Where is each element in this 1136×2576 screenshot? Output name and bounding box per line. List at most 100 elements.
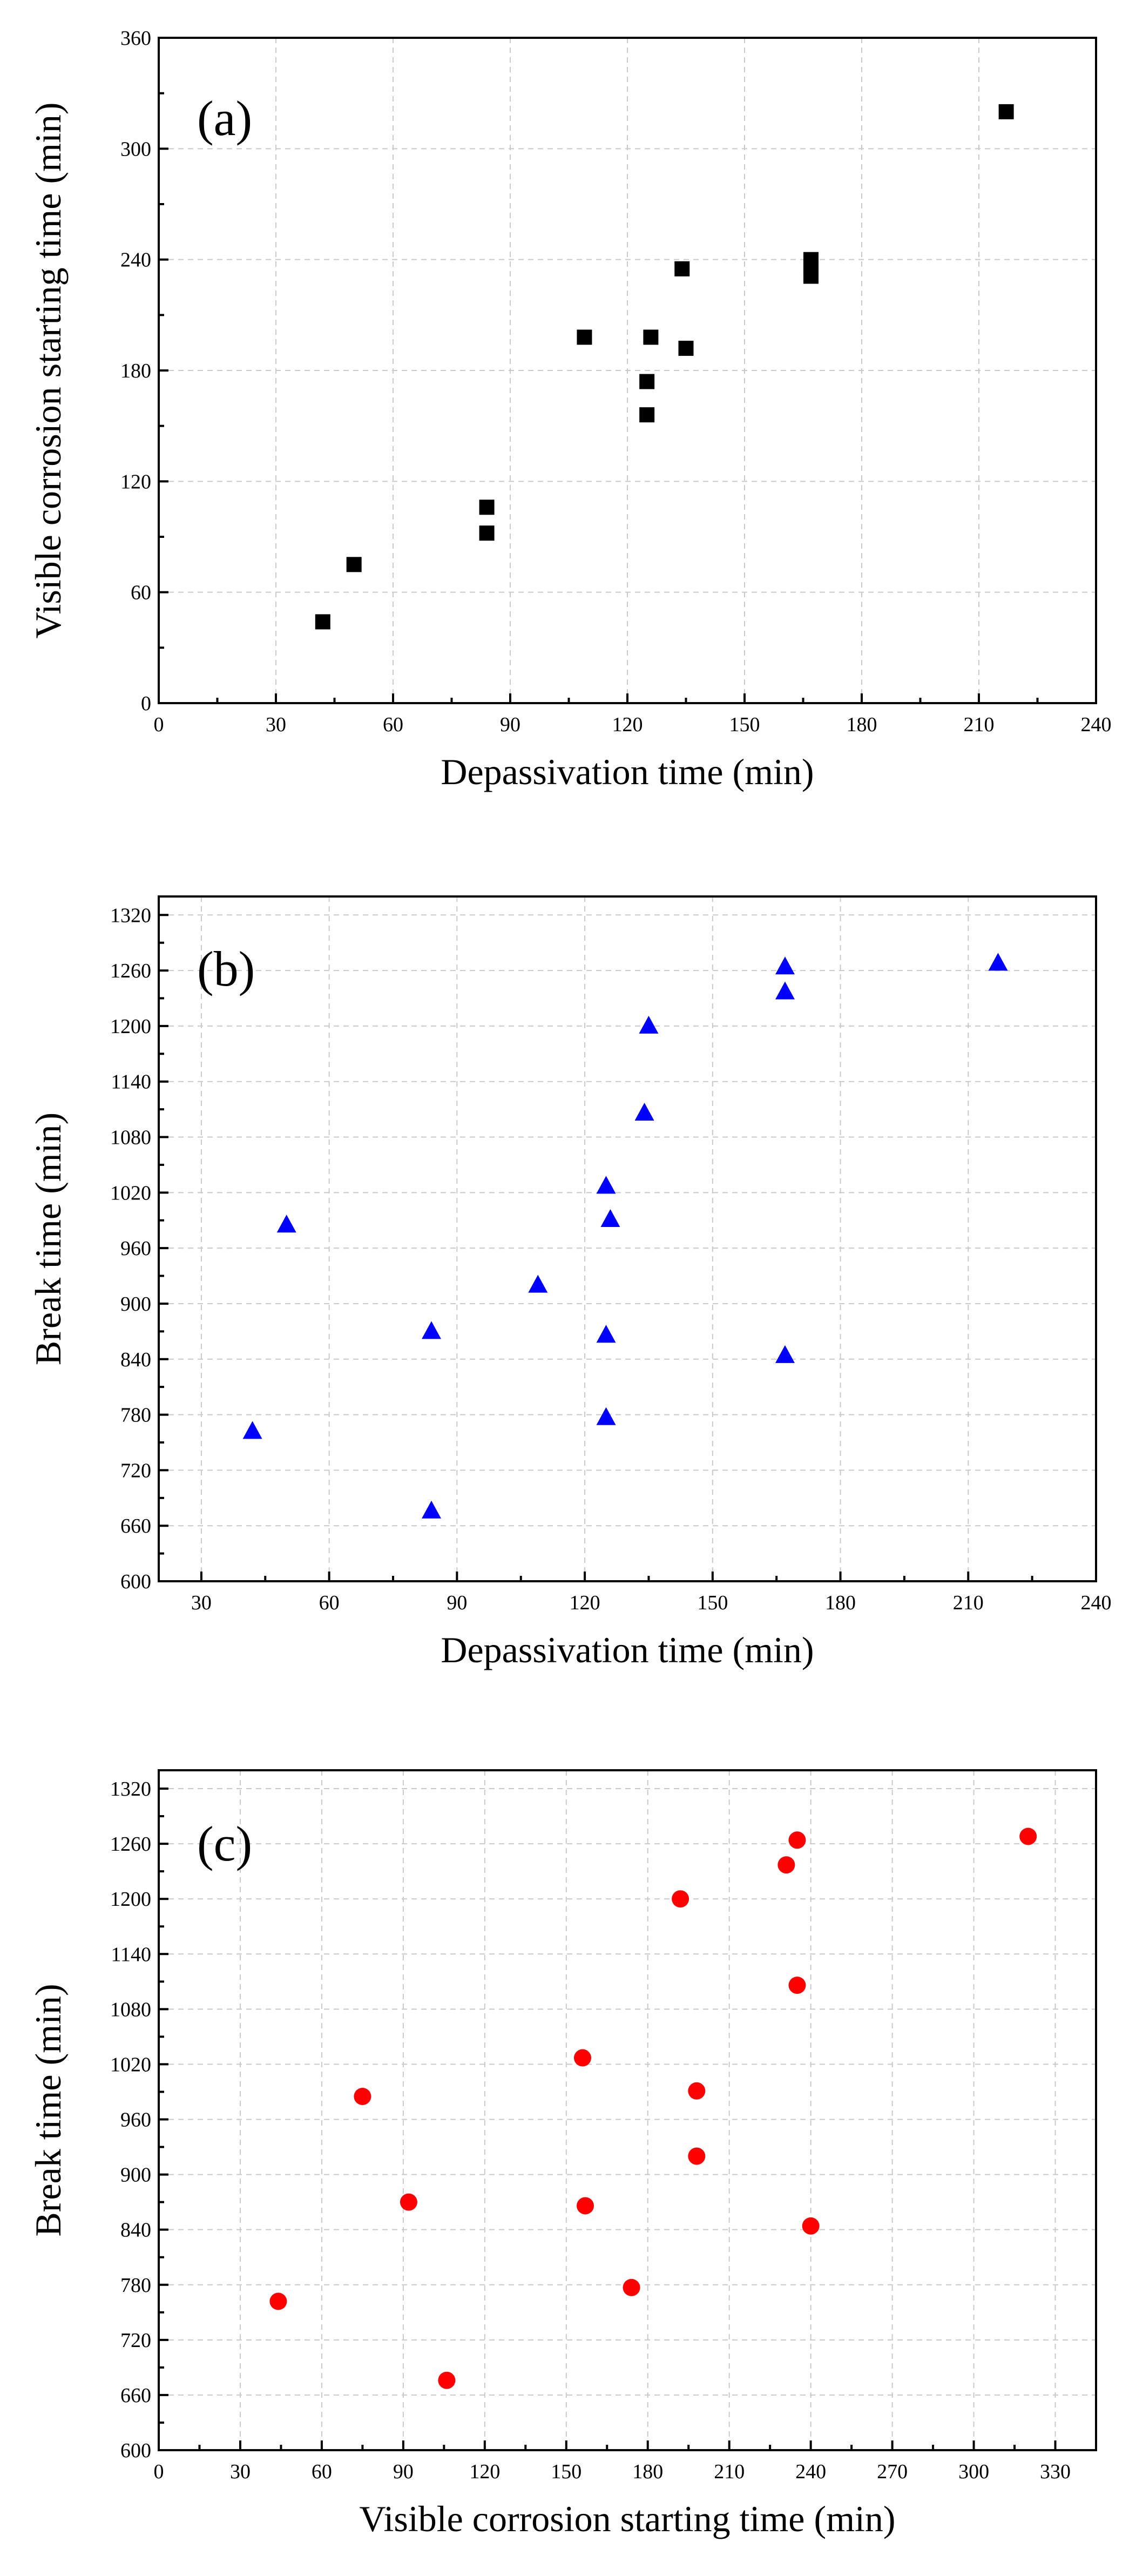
data-point-square <box>577 329 592 345</box>
data-point-circle <box>400 2193 417 2211</box>
y-tick-label: 1140 <box>111 1071 151 1094</box>
data-point-square <box>803 252 819 267</box>
y-axis-title: Break time (min) <box>28 1984 69 2236</box>
x-axis-title: Depassivation time (min) <box>441 751 814 792</box>
data-point-circle <box>438 2371 456 2389</box>
panel-label: (c) <box>197 1816 252 1871</box>
y-tick-label: 600 <box>120 1570 151 1593</box>
x-tick-label: 30 <box>230 2460 251 2483</box>
data-point-square <box>678 340 694 356</box>
x-tick-label: 240 <box>1081 1592 1112 1614</box>
y-tick-label: 780 <box>120 2274 151 2297</box>
data-point-triangle <box>596 1176 616 1194</box>
data-point-circle <box>573 2049 591 2067</box>
x-tick-label: 210 <box>953 1592 984 1614</box>
y-tick-label: 300 <box>120 138 151 160</box>
data-point-circle <box>354 2087 371 2105</box>
data-point-circle <box>623 2278 640 2296</box>
data-point-circle <box>672 1890 689 1908</box>
x-tick-label: 120 <box>469 2460 500 2483</box>
x-tick-label: 90 <box>447 1592 467 1614</box>
y-tick-label: 840 <box>120 1348 151 1371</box>
data-point-square <box>674 261 690 277</box>
x-tick-label: 180 <box>825 1592 856 1614</box>
y-tick-label: 780 <box>120 1404 151 1427</box>
x-tick-label: 210 <box>714 2460 745 2483</box>
data-point-square <box>998 104 1014 119</box>
x-tick-label: 270 <box>877 2460 908 2483</box>
data-point-circle <box>577 2197 594 2215</box>
panel-b: 30 60 90 120 150 180 210 240 600 660 720 780 840 900 9… <box>28 895 1112 1670</box>
x-axis-title: Depassivation time (min) <box>441 1629 814 1670</box>
y-tick-label: 0 <box>141 692 151 715</box>
data-point-square <box>643 329 659 345</box>
panel-label: (b) <box>197 941 255 996</box>
data-point-circle <box>802 2217 820 2235</box>
x-tick-label: 240 <box>795 2460 826 2483</box>
x-tick-label: 300 <box>958 2460 989 2483</box>
data-point-triangle <box>242 1421 262 1439</box>
y-tick-label: 360 <box>120 27 151 50</box>
data-point-circle <box>777 1856 795 1874</box>
data-point-triangle <box>988 953 1008 971</box>
data-point-triangle <box>596 1325 616 1343</box>
data-point-triangle <box>600 1209 620 1228</box>
data-point-square <box>346 557 362 572</box>
x-tick-label: 180 <box>632 2460 663 2483</box>
y-tick-label: 1080 <box>110 1998 151 2021</box>
data-point-circle <box>688 2147 706 2165</box>
y-tick-label: 660 <box>120 2384 151 2407</box>
y-tick-label: 60 <box>131 582 151 604</box>
x-tick-label: 120 <box>570 1592 600 1614</box>
y-tick-label: 1200 <box>110 1888 151 1911</box>
x-tick-label: 180 <box>847 713 877 736</box>
x-tick-label: 0 <box>154 2460 164 2483</box>
y-tick-label: 240 <box>120 249 151 272</box>
y-tick-label: 840 <box>120 2219 151 2242</box>
plot-frame <box>158 1769 1097 2451</box>
y-tick-label: 1320 <box>110 1778 151 1800</box>
data-point-square <box>315 614 330 630</box>
y-axis-title: Visible corrosion starting time (min) <box>28 102 69 638</box>
x-tick-label: 90 <box>500 713 520 736</box>
plot-frame <box>158 895 1097 1582</box>
data-point-triangle <box>775 981 795 1000</box>
data-point-triangle <box>422 1321 442 1339</box>
y-tick-label: 1260 <box>110 1833 151 1856</box>
y-tick-label: 1140 <box>111 1943 151 1966</box>
y-tick-label: 720 <box>120 2329 151 2352</box>
y-axis-title: Break time (min) <box>28 1112 69 1365</box>
x-tick-label: 60 <box>312 2460 332 2483</box>
data-point-square <box>639 407 655 423</box>
y-tick-label: 1080 <box>110 1127 151 1149</box>
data-point-circle <box>688 2082 706 2100</box>
data-point-triangle <box>775 1345 795 1363</box>
y-tick-label: 1020 <box>110 1182 151 1204</box>
data-point-triangle <box>276 1215 296 1233</box>
y-tick-label: 600 <box>120 2439 151 2462</box>
panel-c: 0 30 60 90 120 150 180 210 240 270 300 330 600 660 720… <box>28 1769 1097 2539</box>
data-point-circle <box>788 1831 806 1849</box>
x-tick-label: 240 <box>1081 713 1112 736</box>
x-tick-label: 210 <box>964 713 995 736</box>
x-tick-label: 90 <box>393 2460 414 2483</box>
data-point-square <box>479 500 495 515</box>
data-point-triangle <box>634 1102 654 1121</box>
data-point-triangle <box>528 1274 548 1293</box>
x-tick-label: 150 <box>697 1592 728 1614</box>
x-tick-label: 0 <box>154 713 164 736</box>
y-tick-label: 120 <box>120 470 151 493</box>
y-tick-label: 900 <box>120 2164 151 2187</box>
x-tick-label: 30 <box>266 713 286 736</box>
y-tick-label: 900 <box>120 1293 151 1316</box>
data-point-circle <box>1019 1828 1037 1845</box>
panel-label: (a) <box>197 91 252 146</box>
data-point-triangle <box>639 1015 659 1034</box>
data-point-triangle <box>596 1407 616 1425</box>
y-tick-label: 1200 <box>110 1015 151 1038</box>
x-tick-label: 60 <box>383 713 403 736</box>
y-tick-label: 1260 <box>110 960 151 982</box>
data-point-circle <box>269 2292 287 2310</box>
y-tick-label: 180 <box>120 360 151 382</box>
